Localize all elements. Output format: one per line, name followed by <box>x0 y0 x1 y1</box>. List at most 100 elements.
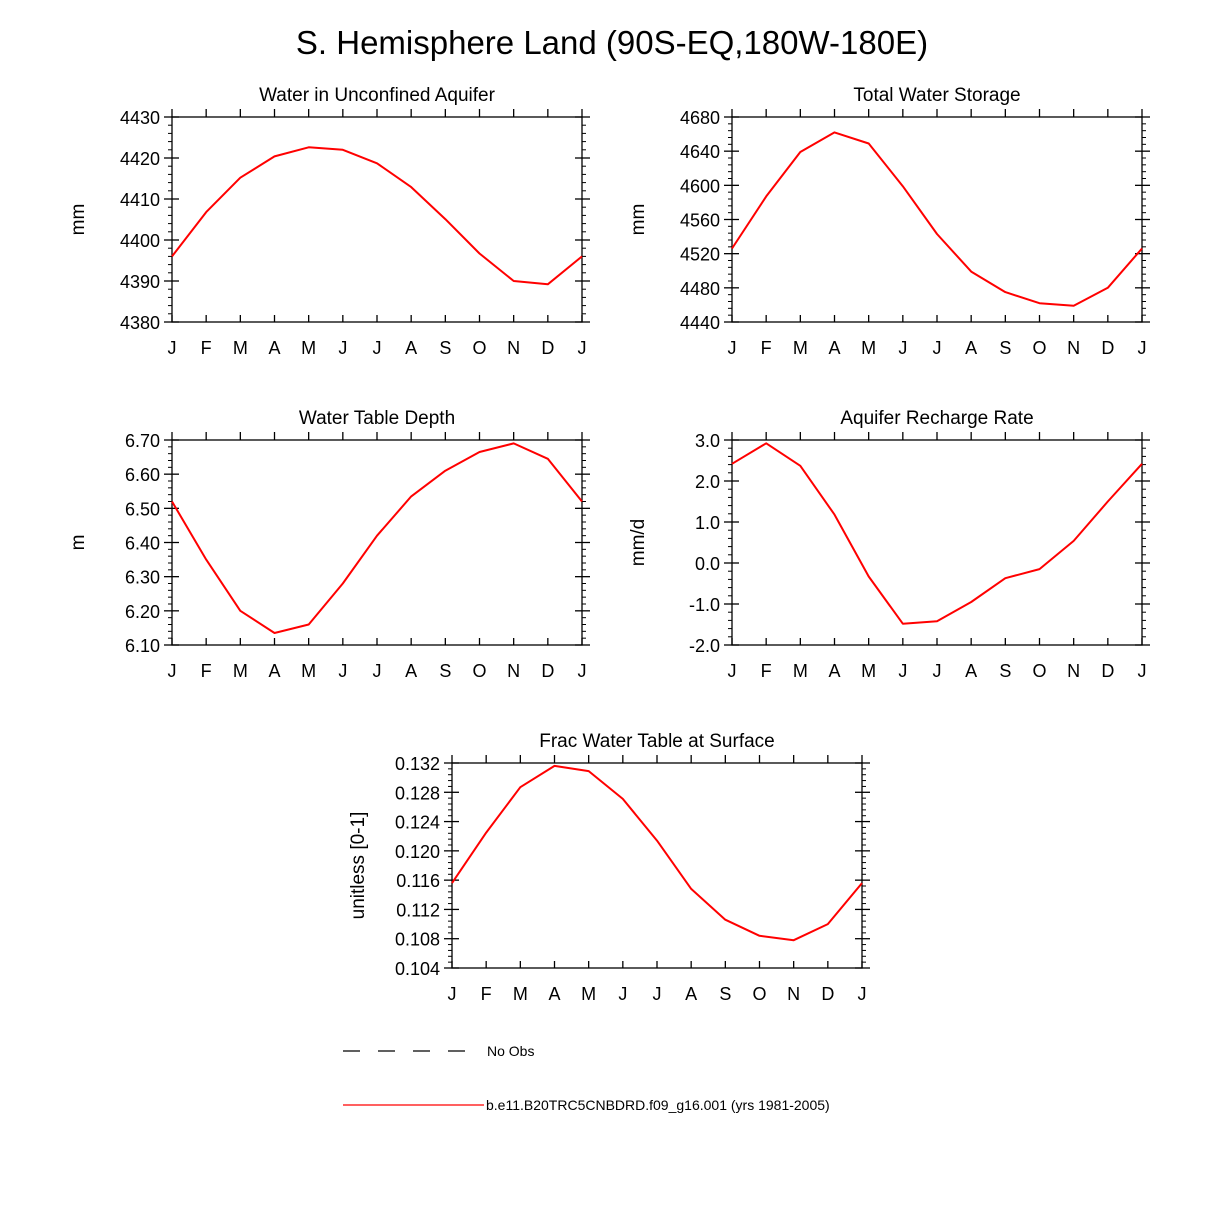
y-tick-label: 0.0 <box>695 554 720 574</box>
y-tick-label: -2.0 <box>689 636 720 656</box>
x-tick-label: A <box>828 338 840 358</box>
y-tick-label: 0.104 <box>395 959 440 979</box>
y-axis-label: mm/d <box>628 519 649 567</box>
x-tick-label: A <box>268 661 280 681</box>
x-tick-label: J <box>728 338 737 358</box>
y-tick-label: 4480 <box>680 279 720 299</box>
x-tick-label: J <box>653 984 662 1004</box>
x-tick-label: A <box>268 338 280 358</box>
x-tick-label: D <box>1101 338 1114 358</box>
x-tick-label: J <box>858 984 867 1004</box>
chart-title: Water in Unconfined Aquifer <box>259 85 496 106</box>
legend <box>343 1050 484 1106</box>
x-tick-label: A <box>965 338 977 358</box>
x-tick-label: J <box>898 661 907 681</box>
x-tick-label: O <box>1032 338 1046 358</box>
chart-panel-4: J F M A M J J A S O N D J-2.0-1.00.01.02.03.0Aquifer… <box>628 408 1150 681</box>
chart-panel-2: J F M A M J J A S O N D J444044804520456046004640468… <box>628 85 1150 358</box>
series-line-1 <box>171 442 583 634</box>
y-tick-label: 4440 <box>680 313 720 333</box>
y-axis-label: m <box>68 535 89 551</box>
x-tick-label: M <box>861 661 876 681</box>
x-tick-label: F <box>481 984 492 1004</box>
plot-frame <box>731 116 1143 323</box>
y-tick-label: 0.124 <box>395 813 440 833</box>
y-tick-label: 4390 <box>120 272 160 292</box>
y-tick-label: 1.0 <box>695 513 720 533</box>
y-tick-label: 4520 <box>680 245 720 265</box>
x-tick-label: M <box>513 984 528 1004</box>
y-tick-label: 4380 <box>120 313 160 333</box>
x-tick-label: A <box>965 661 977 681</box>
x-tick-label: J <box>933 661 942 681</box>
x-tick-label: M <box>233 661 248 681</box>
y-tick-label: 4560 <box>680 211 720 231</box>
y-tick-label: 0.120 <box>395 842 440 862</box>
series-line-1 <box>731 442 1143 625</box>
y-tick-label: 4600 <box>680 176 720 196</box>
x-tick-label: N <box>787 984 800 1004</box>
x-tick-label: F <box>761 338 772 358</box>
y-tick-label: 0.116 <box>396 871 440 891</box>
y-tick-label: 0.112 <box>396 900 440 920</box>
chart-panel-5: J F M A M J J A S O N D J0.1040.1080.1120.1160.1200.… <box>348 731 870 1004</box>
y-tick-label: 0.132 <box>395 754 440 774</box>
x-tick-label: M <box>793 338 808 358</box>
plot-frame <box>171 116 583 323</box>
x-tick-label: J <box>1138 338 1147 358</box>
series-line-1 <box>171 146 583 286</box>
x-tick-label: J <box>168 661 177 681</box>
y-tick-label: 6.50 <box>125 499 160 519</box>
x-tick-label: J <box>338 661 347 681</box>
x-tick-label: A <box>405 338 417 358</box>
y-tick-label: 4680 <box>680 108 720 128</box>
x-tick-label: J <box>338 338 347 358</box>
x-tick-label: J <box>168 338 177 358</box>
x-tick-label: J <box>448 984 457 1004</box>
x-tick-label: F <box>201 661 212 681</box>
legend-model-label: b.e11.B20TRC5CNBDRD.f09_g16.001 (yrs 198… <box>486 1097 830 1113</box>
x-tick-label: A <box>405 661 417 681</box>
y-tick-label: 4640 <box>680 142 720 162</box>
x-tick-label: F <box>761 661 772 681</box>
chart-title: Aquifer Recharge Rate <box>840 408 1033 429</box>
series-line-1 <box>451 764 863 942</box>
chart-title: Water Table Depth <box>299 408 455 429</box>
x-tick-label: N <box>1067 338 1080 358</box>
y-tick-label: 6.40 <box>125 534 160 554</box>
y-axis-label: mm <box>628 204 649 236</box>
x-tick-label: J <box>933 338 942 358</box>
x-tick-label: A <box>548 984 560 1004</box>
y-tick-label: 3.0 <box>695 431 720 451</box>
y-tick-label: 6.60 <box>125 465 160 485</box>
chart-panel-3: J F M A M J J A S O N D J6.106.206.306.406.506.606.7… <box>68 408 590 681</box>
y-tick-label: 0.108 <box>395 930 440 950</box>
x-tick-label: M <box>233 338 248 358</box>
x-tick-label: S <box>999 338 1011 358</box>
x-tick-label: M <box>301 338 316 358</box>
x-tick-label: A <box>685 984 697 1004</box>
x-tick-label: J <box>578 338 587 358</box>
x-tick-label: D <box>821 984 834 1004</box>
chart-title: Total Water Storage <box>853 85 1020 106</box>
x-tick-label: D <box>541 338 554 358</box>
x-tick-label: O <box>1032 661 1046 681</box>
x-tick-label: J <box>578 661 587 681</box>
x-tick-label: A <box>828 661 840 681</box>
x-tick-label: J <box>618 984 627 1004</box>
plot-frame <box>731 439 1143 646</box>
chart-panel-1: J F M A M J J A S O N D J438043904400441044204430Wat… <box>68 85 590 358</box>
x-tick-label: O <box>472 661 486 681</box>
x-tick-label: M <box>793 661 808 681</box>
y-tick-label: 4410 <box>120 190 160 210</box>
x-tick-label: J <box>373 661 382 681</box>
chart-title: Frac Water Table at Surface <box>539 731 775 752</box>
x-tick-label: N <box>1067 661 1080 681</box>
x-tick-label: S <box>999 661 1011 681</box>
y-tick-label: 2.0 <box>695 472 720 492</box>
page-title: S. Hemisphere Land (90S-EQ,180W-180E) <box>295 24 929 61</box>
y-tick-label: 6.20 <box>125 602 160 622</box>
x-tick-label: J <box>728 661 737 681</box>
x-tick-label: J <box>898 338 907 358</box>
